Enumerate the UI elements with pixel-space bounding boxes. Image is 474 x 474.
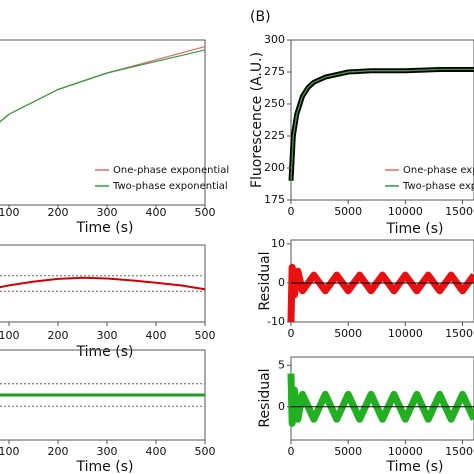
x-tick-label: 0 [288,445,295,458]
y-tick-label: 275 [264,65,285,78]
data-line [0,46,206,123]
y-tick-label: 10 [271,237,285,250]
x-tick-label: 200 [48,206,69,219]
x-tick-label: 400 [146,329,167,342]
x-axis-label: Time (s) [76,220,134,236]
y-axis-label: Fluorescence (A.U.) [249,52,265,188]
y-tick-label: 5 [278,358,285,371]
panel-label: (B) [250,9,271,25]
y-tick-label: 0 [278,276,285,289]
plot-frame [0,244,206,323]
x-tick-label: 100 [0,329,20,342]
x-tick-label: 200 [48,445,69,458]
data-line [287,263,474,323]
x-tick-label: 100 [0,445,20,458]
y-axis-label: Residual [257,251,273,310]
plot-frame [290,39,474,201]
x-tick-label: 0 [288,327,295,340]
y-tick-label: 175 [264,193,285,206]
plot-frame [0,39,206,206]
x-tick-label: 400 [146,206,167,219]
y-tick-label: 225 [264,129,285,142]
data-line [0,49,206,123]
x-tick-label: 10000 [388,445,423,458]
x-tick-label: 5000 [334,327,362,340]
data-line [287,373,474,427]
legend-label: Two-phase exponential [402,181,474,192]
x-axis-label: Time (s) [386,459,444,474]
legend-label: One-phase exponential [403,165,474,176]
x-tick-label: 300 [97,445,118,458]
x-axis-label: Time (s) [76,459,134,474]
x-tick-label: 300 [97,206,118,219]
x-tick-label: 5000 [334,205,362,218]
x-tick-label: 500 [195,445,216,458]
data-line [290,68,474,181]
legend-label: Two-phase exponential [112,181,228,192]
x-tick-label: 300 [97,329,118,342]
y-tick-label: 250 [264,97,285,110]
y-tick-label: 200 [264,161,285,174]
plot-frame [290,356,474,441]
x-tick-label: 10000 [388,205,423,218]
y-tick-label: 300 [264,33,285,46]
x-tick-label: 400 [146,445,167,458]
x-tick-label: 10000 [388,327,423,340]
x-axis-label: Time (s) [386,221,444,237]
data-line [0,276,206,291]
y-axis-label: Residual [257,368,273,427]
x-tick-label: 200 [48,329,69,342]
x-tick-label: 500 [195,206,216,219]
x-tick-label: 0 [288,205,295,218]
x-axis-label: Time (s) [76,344,134,360]
legend-label: One-phase exponential [113,165,229,176]
x-tick-label: 5000 [334,445,362,458]
y-tick-label: 0 [278,400,285,413]
x-tick-label: 500 [195,329,216,342]
y-tick-label: -10 [267,315,285,328]
x-tick-label: 100 [0,206,20,219]
